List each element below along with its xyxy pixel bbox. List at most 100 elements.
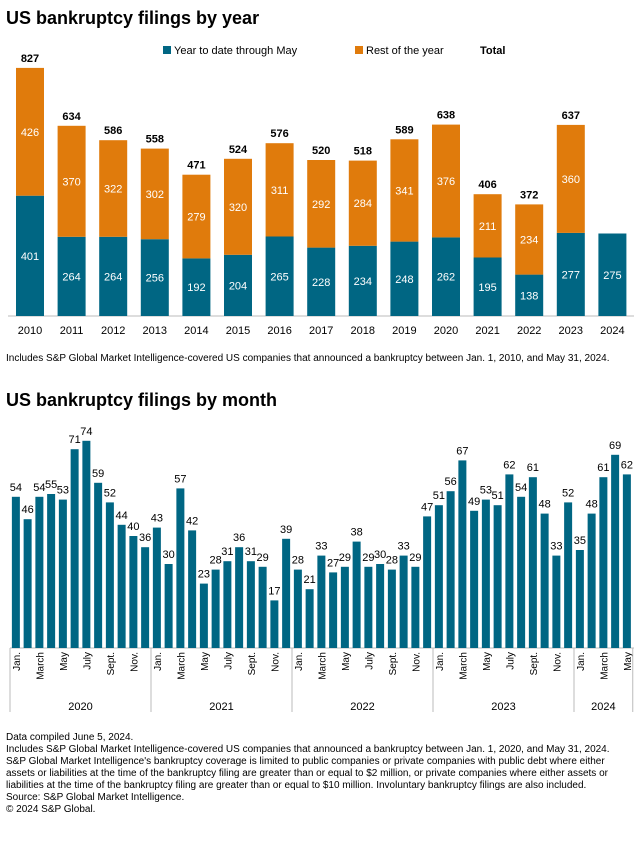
bar	[399, 555, 408, 648]
bar	[340, 566, 349, 648]
bar-rest	[348, 160, 377, 246]
bar-rest	[57, 125, 86, 237]
data-label-total: 471	[187, 160, 205, 172]
x-tick-label: Nov.	[411, 652, 422, 672]
bar	[505, 474, 514, 648]
data-label-ytd: 138	[520, 290, 538, 302]
data-label-rest: 311	[271, 185, 289, 197]
data-label-ytd: 262	[437, 272, 455, 284]
bar-rest	[182, 174, 211, 259]
data-label: 28	[210, 555, 222, 567]
bar	[387, 569, 396, 648]
bar	[434, 505, 443, 648]
x-tick-label: May	[200, 652, 211, 671]
data-label: 33	[398, 541, 410, 553]
footer-line: Includes S&P Global Market Intelligence-…	[6, 744, 610, 755]
data-label-ytd: 265	[270, 271, 288, 283]
data-label: 71	[69, 434, 81, 446]
x-tick-label: July	[223, 652, 234, 670]
data-label: 36	[233, 532, 245, 544]
bar	[423, 516, 432, 648]
bar	[23, 519, 32, 648]
bar	[517, 496, 526, 648]
data-label-rest: 341	[395, 185, 413, 197]
bar-rest	[390, 139, 419, 242]
bar	[575, 550, 584, 648]
bar	[411, 566, 420, 648]
legend-label-rest: Rest of the year	[366, 45, 444, 57]
data-label: 23	[198, 569, 210, 581]
x-tick-label: 2023	[559, 325, 583, 337]
bar	[58, 499, 67, 648]
bar-rest	[556, 124, 585, 233]
bar	[458, 460, 467, 648]
bar	[481, 499, 490, 648]
data-label-ytd: 264	[104, 271, 122, 283]
x-tick-label: March	[599, 652, 610, 680]
data-label: 54	[33, 482, 45, 494]
bar	[564, 502, 573, 648]
data-label: 31	[245, 546, 257, 558]
data-label-ytd: 401	[21, 251, 39, 263]
data-label-total: 518	[354, 146, 372, 158]
bar	[352, 541, 361, 648]
x-tick-label: Nov.	[552, 652, 563, 672]
data-label: 29	[362, 552, 374, 564]
bar	[587, 513, 596, 648]
data-label-ytd: 195	[478, 282, 496, 294]
bar	[364, 566, 373, 648]
bar-ytd	[265, 236, 294, 316]
x-tick-label: July	[505, 652, 516, 670]
data-label-ytd: 234	[354, 276, 372, 288]
x-tick-label: May	[482, 652, 493, 671]
bar-ytd	[473, 257, 502, 316]
data-label: 36	[139, 532, 151, 544]
x-tick-label: May	[341, 652, 352, 671]
bar-ytd	[140, 239, 169, 316]
data-label: 56	[445, 476, 457, 488]
bar	[211, 569, 220, 648]
bar	[164, 564, 173, 648]
data-label: 62	[503, 459, 515, 471]
footer-line: S&P Global Market Intelligence's bankrup…	[6, 756, 608, 791]
bar-ytd	[99, 236, 128, 316]
bar	[282, 538, 291, 648]
bar-ytd	[16, 195, 44, 316]
data-label: 67	[456, 445, 468, 457]
data-label-total: 524	[229, 144, 248, 156]
bar-rest	[16, 67, 44, 196]
data-label: 48	[586, 499, 598, 511]
data-label: 42	[186, 515, 198, 527]
x-tick-label: July	[82, 652, 93, 670]
x-tick-label: 2016	[267, 325, 291, 337]
data-label: 53	[480, 485, 492, 497]
bar	[105, 502, 114, 648]
bar-rest	[265, 143, 294, 237]
x-tick-label: 2017	[309, 325, 333, 337]
data-label-ytd: 256	[146, 273, 164, 285]
data-label: 17	[268, 585, 280, 597]
data-label-rest: 279	[187, 212, 205, 224]
data-label-total: 637	[562, 110, 580, 122]
x-tick-label: 2018	[351, 325, 375, 337]
data-label-total: 589	[395, 124, 413, 136]
x-tick-label: Jan.	[12, 652, 23, 671]
year-label: 2022	[350, 701, 374, 713]
year-label: 2024	[591, 701, 615, 713]
legend-swatch-rest	[355, 46, 363, 54]
x-tick-label: Nov.	[270, 652, 281, 672]
x-tick-label: Sept.	[106, 652, 117, 675]
bar-ytd	[307, 247, 336, 316]
data-label-rest: 284	[354, 198, 372, 210]
legend-label-ytd: Year to date through May	[174, 45, 298, 57]
bar-rest	[307, 160, 336, 248]
data-label: 54	[515, 482, 527, 494]
x-tick-label: March	[458, 652, 469, 680]
data-label-rest: 376	[437, 176, 455, 188]
bar-rest	[224, 158, 252, 255]
data-label-total: 634	[62, 111, 81, 123]
data-label: 28	[386, 555, 398, 567]
data-label-rest: 426	[21, 127, 39, 139]
data-label-total: 586	[104, 125, 122, 137]
data-label: 33	[315, 541, 327, 553]
